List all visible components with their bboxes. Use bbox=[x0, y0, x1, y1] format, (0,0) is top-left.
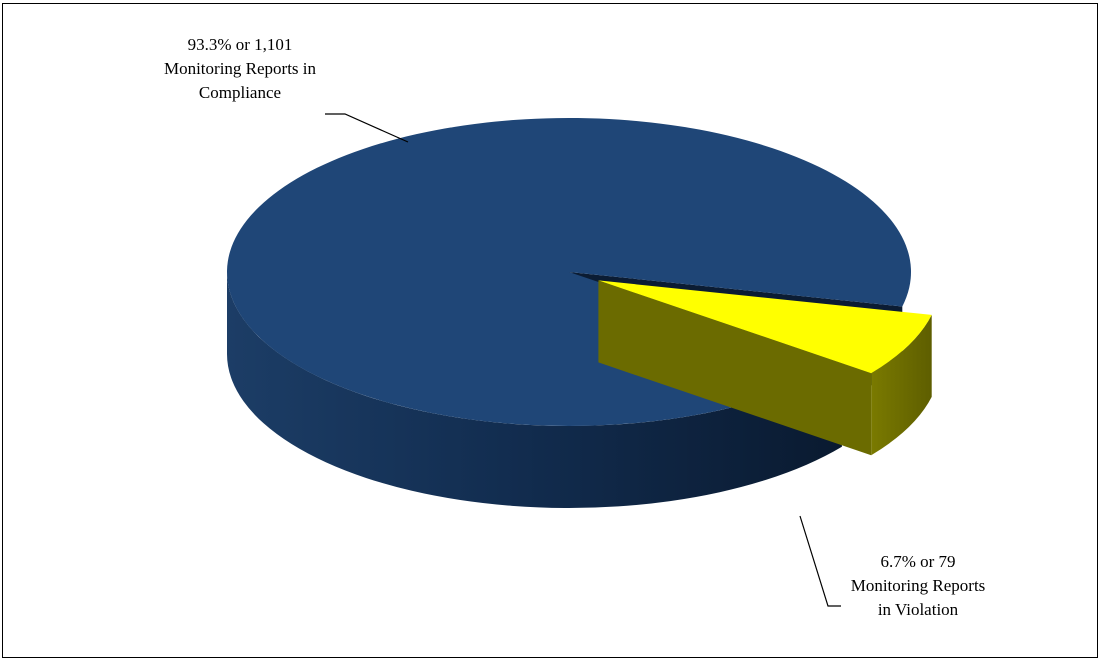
pie-slice-violation-side bbox=[871, 314, 932, 456]
pie-chart: 93.3% or 1,101 Monitoring Reports in Com… bbox=[164, 35, 986, 619]
data-label-compliance-line-1: 93.3% or 1,101 bbox=[188, 35, 293, 54]
pie-slice-violation bbox=[598, 280, 932, 456]
data-label-violation: 6.7% or 79 Monitoring Reports in Violati… bbox=[799, 515, 986, 619]
leader-line-compliance bbox=[325, 113, 409, 143]
chart-frame: 93.3% or 1,101 Monitoring Reports in Com… bbox=[2, 3, 1098, 658]
pie-slice-violation-top bbox=[598, 280, 932, 374]
data-label-compliance-line-2: Monitoring Reports in bbox=[164, 59, 317, 78]
pie-slice-violation-face bbox=[598, 280, 872, 456]
data-label-violation-line-3: in Violation bbox=[878, 600, 959, 619]
leader-line-violation bbox=[799, 515, 841, 607]
data-label-compliance: 93.3% or 1,101 Monitoring Reports in Com… bbox=[164, 35, 409, 143]
data-label-compliance-line-3: Compliance bbox=[199, 83, 281, 102]
data-label-violation-line-1: 6.7% or 79 bbox=[880, 552, 955, 571]
pie-slice-compliance-side bbox=[227, 272, 842, 508]
data-label-violation-line-2: Monitoring Reports bbox=[851, 576, 986, 595]
